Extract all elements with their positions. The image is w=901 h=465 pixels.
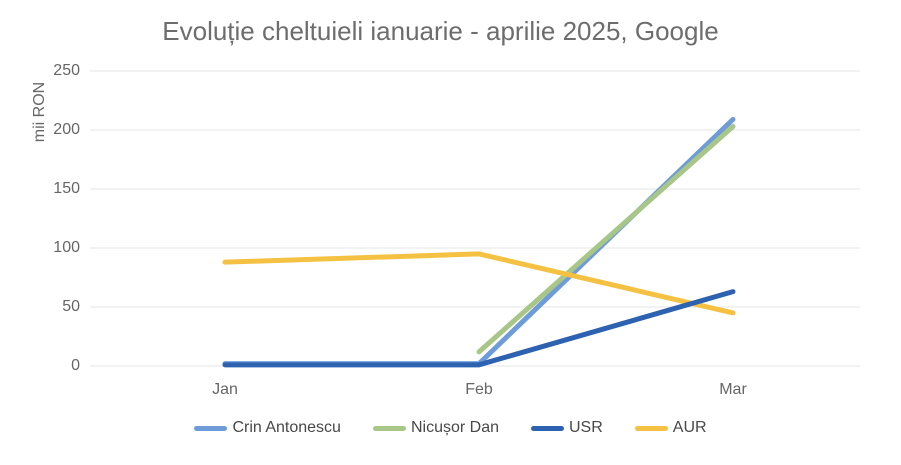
series-line-usr	[222, 289, 736, 368]
series-line-aur	[222, 251, 736, 316]
y-tick-label: 0	[71, 357, 80, 374]
x-tick-label-feb: Feb	[465, 381, 493, 398]
y-tick-label: 100	[53, 239, 80, 256]
legend-item-nicușor-dan: Nicușor Dan	[372, 419, 499, 437]
chart-title: Evoluție cheltuieli ianuarie - aprilie 2…	[162, 16, 719, 46]
legend-label: Crin Antonescu	[232, 419, 341, 436]
x-tick-label-jan: Jan	[212, 381, 238, 398]
series-line-nicușor-dan	[476, 123, 736, 355]
legend-item-usr: USR	[530, 419, 603, 437]
y-tick-label: 50	[62, 298, 80, 315]
y-tick-label: 150	[53, 180, 80, 197]
legend-label: AUR	[672, 419, 707, 436]
legend-swatch-icon	[372, 425, 406, 431]
y-tick-label: 250	[53, 62, 80, 79]
legend-swatch-icon	[194, 425, 228, 431]
y-tick-label: 200	[53, 121, 80, 138]
legend: Crin Antonescu Nicușor Dan USR AUR	[0, 419, 901, 437]
legend-item-crin-antonescu: Crin Antonescu	[194, 419, 341, 437]
series-line-crin-antonescu	[222, 116, 736, 367]
legend-label: USR	[568, 419, 603, 436]
legend-swatch-icon	[634, 425, 668, 431]
legend-item-aur: AUR	[634, 419, 707, 437]
legend-label: Nicușor Dan	[410, 419, 499, 436]
x-tick-label-mar: Mar	[719, 381, 747, 398]
legend-swatch-icon	[530, 425, 564, 431]
